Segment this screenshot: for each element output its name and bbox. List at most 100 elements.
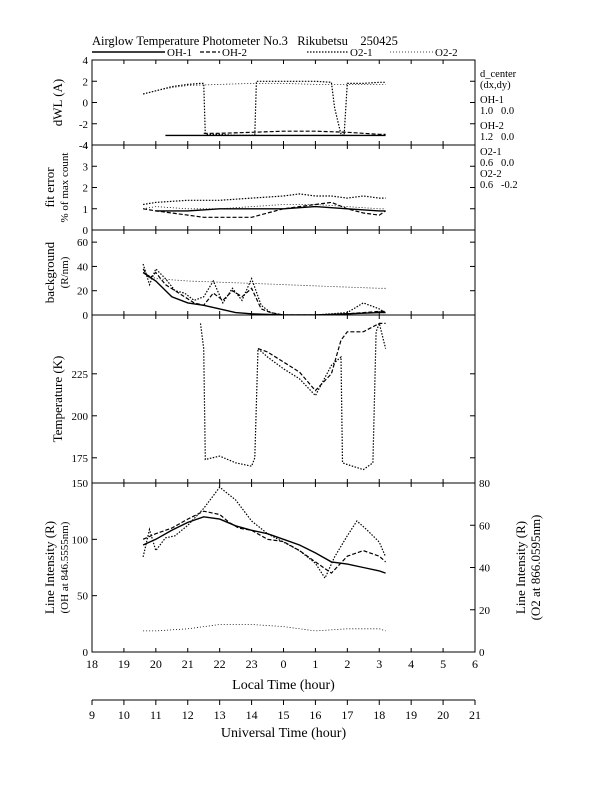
y2-tick-label-int: 40 xyxy=(479,563,491,575)
ut-tick-label: 17 xyxy=(341,708,353,722)
ut-tick-label: 13 xyxy=(214,708,226,722)
y-tick-label-bg: 60 xyxy=(77,237,89,249)
side-info-oh1-value: 1.0 0.0 xyxy=(480,106,514,117)
x-tick-label: 20 xyxy=(150,657,162,671)
side-info-o22-name: O2-2 xyxy=(480,169,502,180)
y-tick-label-temp: 200 xyxy=(72,411,89,423)
ut-axis-label: Universal Time (hour) xyxy=(221,726,347,741)
x-tick-label: 21 xyxy=(182,657,194,671)
series-line-int-oh-1 xyxy=(142,516,386,574)
series-line-fit-oh-1 xyxy=(155,205,386,212)
x-tick-label: 19 xyxy=(118,657,130,671)
ut-tick-label: 12 xyxy=(182,708,194,722)
side-info-o22-value: 0.6 -0.2 xyxy=(480,180,518,191)
y-tick-label-fit: 0 xyxy=(83,225,89,237)
chart-title: Airglow Temperature Photometer No.3 Riku… xyxy=(92,34,398,48)
series-line-dwl-o2-1 xyxy=(142,80,386,137)
series-line-dwl-oh-2 xyxy=(203,130,386,135)
x-tick-label: 22 xyxy=(214,657,226,671)
series-line-bg-o2-2 xyxy=(142,272,386,289)
x-tick-label: 3 xyxy=(376,657,382,671)
y-tick-label-bg: 20 xyxy=(77,286,89,298)
series-line-fit-o2-1 xyxy=(143,193,386,206)
y-tick-label-dwl: 4 xyxy=(83,55,89,67)
y-tick-label-temp: 225 xyxy=(72,369,89,381)
y2-tick-label-int: 20 xyxy=(479,605,491,617)
y2-tick-label-int: 60 xyxy=(479,520,491,532)
side-info: d_center (dx,dy) OH-1 1.0 0.0 OH-2 1.2 0… xyxy=(480,69,518,191)
y-axis-label-fit: fit error xyxy=(42,167,57,208)
y-tick-label-temp: 175 xyxy=(72,453,89,465)
legend-label-oh2: OH-2 xyxy=(222,47,247,59)
series-line-bg-o2-1 xyxy=(142,263,386,315)
y-tick-label-dwl: 0 xyxy=(83,98,89,110)
ut-tick-label: 14 xyxy=(246,708,258,722)
side-info-oh2-name: OH-2 xyxy=(480,121,504,132)
series-line-fit-oh-2 xyxy=(143,201,386,218)
y-axis-label-int: Line Intensity (R) xyxy=(42,521,57,614)
ut-tick-label: 15 xyxy=(278,708,290,722)
y-axis-label-bg: background xyxy=(42,241,57,303)
panel-frame-dwl xyxy=(91,59,476,146)
panel-frame-temp xyxy=(91,314,476,484)
panel-bg: 0 20 40 60 background (R/nm) xyxy=(42,229,476,322)
legend: OH-1 OH-2 O2-1 O2-2 xyxy=(92,47,458,59)
x-tick-label: 4 xyxy=(408,657,414,671)
series-line-temp-oh-2 xyxy=(257,322,386,392)
y-axis-label-int: (OH at 846.5555nm) xyxy=(59,521,71,613)
x-tick-label: 5 xyxy=(440,657,446,671)
x-tick-label: 0 xyxy=(281,657,287,671)
y-tick-label-dwl: -2 xyxy=(79,119,88,131)
side-info-header: d_center xyxy=(480,69,517,80)
x-tick-label: 6 xyxy=(472,657,478,671)
y-tick-label-int: 50 xyxy=(77,591,89,603)
ut-tick-label: 20 xyxy=(437,708,449,722)
y-axis-label-dwl: dWL (A) xyxy=(50,79,65,127)
legend-label-o22: O2-2 xyxy=(435,47,458,59)
y-tick-label-dwl: 2 xyxy=(83,76,89,88)
y-tick-label-int: 150 xyxy=(72,478,89,490)
ut-tick-label: 9 xyxy=(89,708,95,722)
side-info-oh2-value: 1.2 0.0 xyxy=(480,132,514,143)
panel-dwl: -4 -2 0 2 4 dWL (A) xyxy=(50,55,476,152)
y-tick-label-dwl: -4 xyxy=(79,140,89,152)
ut-tick-label: 10 xyxy=(118,708,130,722)
panels: -4 -2 0 2 4 dWL (A) 0 1 2 3 4 fit error% of max cou… xyxy=(42,55,543,659)
y-tick-label-bg: 40 xyxy=(77,261,89,273)
series-line-int-o2-2 xyxy=(143,624,386,632)
side-info-o21-value: 0.6 0.0 xyxy=(480,158,514,169)
y-tick-label-fit: 2 xyxy=(83,183,89,195)
panel-frame-int xyxy=(91,482,476,653)
ut-tick-label: 11 xyxy=(150,708,162,722)
ut-tick-label: 19 xyxy=(405,708,417,722)
y-tick-label-fit: 1 xyxy=(83,204,89,216)
y-axis-label-temp: Temperature (K) xyxy=(50,356,65,443)
y2-tick-label-int: 0 xyxy=(479,647,485,659)
x-tick-label: 1 xyxy=(312,657,318,671)
panel-frame-fit xyxy=(91,144,476,231)
y-axis-label-bg: (R/nm) xyxy=(59,256,71,288)
x-tick-label: 18 xyxy=(86,657,98,671)
x-axis-label: Local Time (hour) xyxy=(232,678,335,693)
y2-axis-label-int: (O2 at 866.0595nm) xyxy=(528,515,543,621)
legend-label-oh1: OH-1 xyxy=(167,47,192,59)
y2-tick-label-int: 80 xyxy=(479,478,491,490)
y-tick-label-bg: 0 xyxy=(83,310,89,322)
x-tick-label: 2 xyxy=(344,657,350,671)
y2-axis-label-int: Line Intensity (R) xyxy=(513,521,528,614)
side-info-subheader: (dx,dy) xyxy=(480,80,511,91)
series-line-int-o2-1 xyxy=(142,486,387,580)
side-info-oh1-name: OH-1 xyxy=(480,95,504,106)
series-line-int-oh-2 xyxy=(142,510,387,574)
x-tick-label: 23 xyxy=(246,657,258,671)
y-tick-label-fit: 4 xyxy=(83,140,89,152)
ut-tick-label: 21 xyxy=(469,708,481,722)
series-line-bg-oh-1 xyxy=(142,271,386,315)
y-axis-label-fit: % of max count xyxy=(59,153,71,223)
y-tick-label-int: 0 xyxy=(83,647,89,659)
panel-frame-bg xyxy=(91,229,476,316)
y-tick-label-fit: 3 xyxy=(83,161,89,173)
